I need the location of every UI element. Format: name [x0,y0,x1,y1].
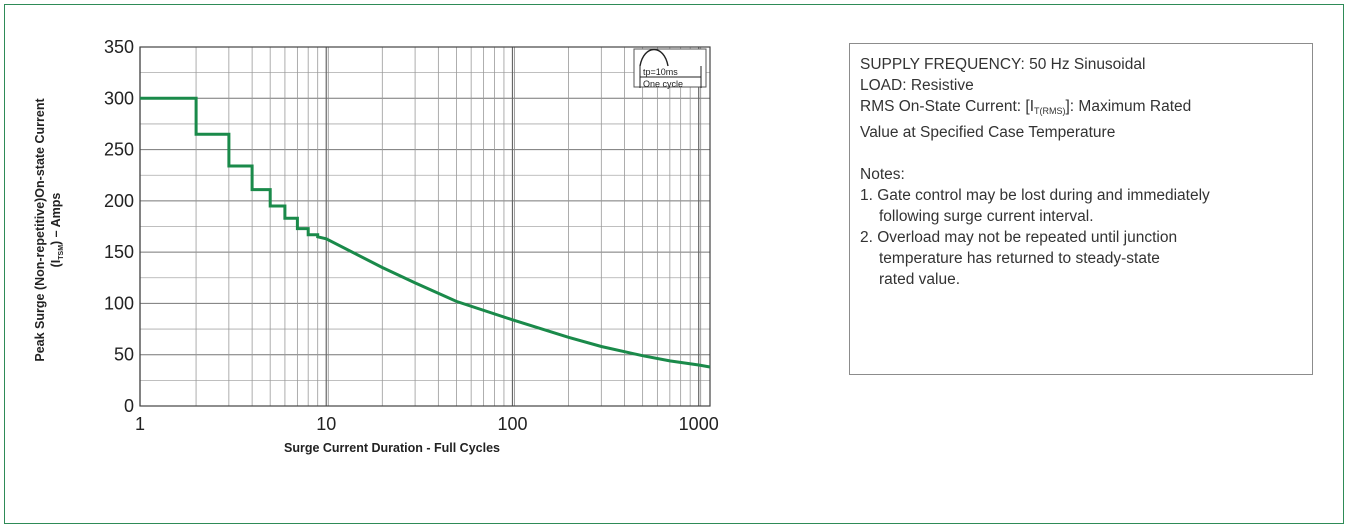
y-tick-labels: 0 50 100 150 200 250 300 350 [104,37,134,416]
load-text: LOAD: Resistive [860,77,974,94]
svg-text:Peak Surge (Non-repetitive)On-: Peak Surge (Non-repetitive)On-state Curr… [33,98,47,362]
y-tick-label: 100 [104,293,134,313]
x-tick-label: 100 [497,414,527,434]
x-tick-label: 1000 [679,414,719,434]
surge-current-curve [140,96,711,369]
svg-text:(ITSM) – Amps: (ITSM) – Amps [49,193,65,268]
y-tick-label: 50 [114,345,134,365]
note-2-cont2: rated value. [879,271,960,288]
supply-frequency-text: SUPPLY FREQUENCY: 50 Hz Sinusoidal [860,56,1146,73]
note-1-cont: following surge current interval. [879,208,1094,225]
x-tick-labels: 1 10 100 1000 [135,414,719,434]
rms-current-text: RMS On-State Current: [IT(RMS)]: Maximum… [860,98,1192,116]
notes-panel: SUPPLY FREQUENCY: 50 Hz Sinusoidal LOAD:… [849,43,1313,375]
one-cycle-inset: tp=10ms One cycle [633,48,707,89]
y-tick-label: 0 [124,396,134,416]
inset-cycle-label: One cycle [643,79,683,89]
note-1: 1. Gate control may be lost during and i… [860,187,1210,204]
notes-heading: Notes: [860,166,905,183]
note-2: 2. Overload may not be repeated until ju… [860,229,1178,246]
y-tick-label: 250 [104,140,134,160]
plot-frame [139,46,711,407]
inset-tp-label: tp=10ms [643,67,678,77]
x-axis-label: Surge Current Duration - Full Cycles [284,441,500,455]
y-tick-label: 150 [104,242,134,262]
x-tick-label: 1 [135,414,145,434]
note-2-cont: temperature has returned to steady-state [879,250,1160,267]
y-tick-label: 350 [104,37,134,57]
x-tick-label: 10 [316,414,336,434]
y-tick-label: 300 [104,88,134,108]
rms-current-text-line2: Value at Specified Case Temperature [860,124,1116,141]
outer-frame [4,4,1344,524]
y-axis-label: Peak Surge (Non-repetitive)On-state Curr… [33,98,65,362]
y-tick-label: 200 [104,191,134,211]
